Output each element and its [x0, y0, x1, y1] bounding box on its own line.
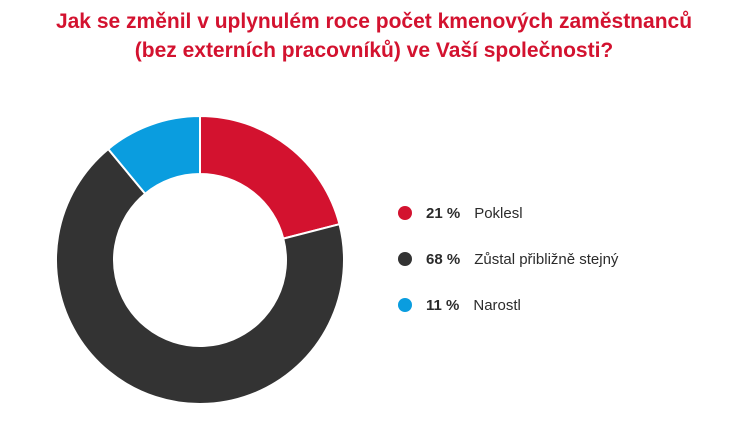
- legend-value-poklesl: 21 %: [426, 204, 461, 222]
- chart-title: Jak se změnil v uplynulém roce počet kme…: [0, 7, 748, 65]
- legend-dot-zustal-stejny: [398, 252, 412, 266]
- donut-slice-poklesl: [199, 114, 341, 240]
- chart-title-line-2: (bez externích pracovníků) ve Vaší spole…: [134, 39, 614, 62]
- legend-item-poklesl: 21 % Poklesl: [398, 200, 618, 226]
- legend-dot-narostl: [398, 298, 412, 312]
- legend-value-zustal-stejny: 68 %: [426, 250, 461, 268]
- legend-item-zustal-stejny: 68 % Zůstal přibližně stejný: [398, 246, 618, 272]
- donut-slice-narostl: [106, 114, 201, 196]
- chart-legend: 21 % Poklesl 68 % Zůstal přibližně stejn…: [398, 200, 618, 338]
- chart-title-line-1: Jak se změnil v uplynulém roce počet kme…: [55, 10, 693, 33]
- legend-label-zustal-stejny: Zůstal přibližně stejný: [474, 250, 619, 268]
- donut-slice-zustal-stejny: [55, 147, 345, 405]
- legend-dot-poklesl: [398, 206, 412, 220]
- legend-label-narostl: Narostl: [473, 296, 521, 314]
- legend-item-narostl: 11 % Narostl: [398, 292, 618, 318]
- legend-label-poklesl: Poklesl: [474, 204, 523, 222]
- legend-value-narostl: 11 %: [426, 296, 460, 314]
